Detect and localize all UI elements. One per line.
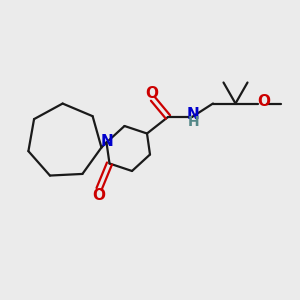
Text: N: N xyxy=(100,134,113,149)
Text: O: O xyxy=(257,94,270,110)
Text: N: N xyxy=(187,106,200,122)
Text: O: O xyxy=(92,188,106,203)
Text: H: H xyxy=(188,116,199,129)
Text: O: O xyxy=(145,85,158,100)
